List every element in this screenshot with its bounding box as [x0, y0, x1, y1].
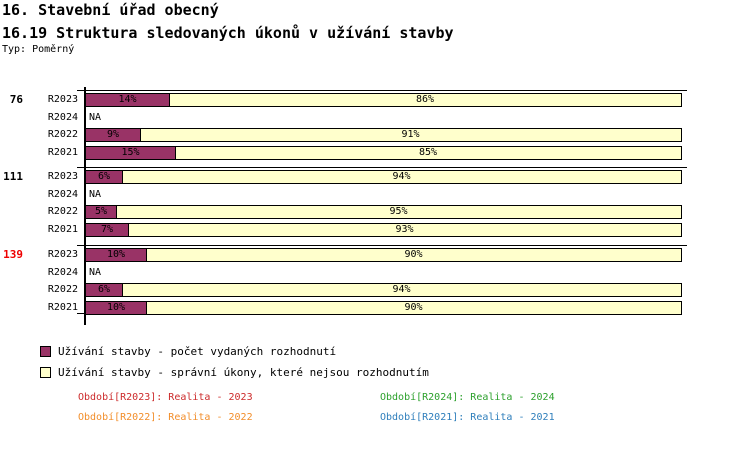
bar-segment-rozhodnuti [85, 248, 147, 262]
chart-type-label: Typ: Poměrný [2, 44, 75, 55]
bar-segment-rozhodnuti [85, 170, 123, 184]
row-period-label: R2024 [47, 267, 78, 278]
axis-bottom-tick [77, 313, 85, 314]
legend-label: Užívání stavby - správní úkony, které ne… [58, 366, 429, 379]
legend-item-ukony: Užívání stavby - správní úkony, které ne… [40, 366, 429, 379]
bar-value-ukony: 93% [395, 224, 414, 235]
na-value-label: NA [89, 112, 102, 123]
bar-value-ukony: 90% [404, 249, 423, 260]
bar-value-rozhodnuti: 14% [118, 94, 137, 105]
bar-segment-rozhodnuti [85, 128, 141, 142]
bar-value-rozhodnuti: 10% [106, 302, 126, 313]
bar-value-rozhodnuti: 7% [100, 224, 114, 235]
group-panel-line [77, 90, 687, 91]
bar-segment-rozhodnuti [85, 205, 117, 219]
bar-value-rozhodnuti: 15% [121, 147, 140, 158]
row-period-label: R2022 [47, 284, 78, 295]
bar-value-rozhodnuti: 6% [97, 284, 111, 295]
bar-segment-rozhodnuti [85, 146, 176, 160]
row-period-label: R2024 [47, 112, 78, 123]
group-total-label: 139 [3, 248, 23, 261]
bar-segment-rozhodnuti [85, 93, 170, 107]
group-total-label: 76 [9, 93, 23, 106]
bar-value-ukony: 86% [415, 94, 435, 105]
row-period-label: R2022 [47, 129, 78, 140]
row-period-label: R2022 [47, 206, 78, 217]
bar-value-ukony: 94% [392, 171, 411, 182]
group-panel-line [77, 245, 687, 246]
row-period-label: R2021 [47, 302, 78, 313]
bar-value-ukony: 90% [404, 302, 423, 313]
bar-segment-rozhodnuti [85, 223, 129, 237]
bar-value-rozhodnuti: 5% [94, 206, 108, 217]
period-note-r2022: Období[R2022]: Realita - 2022 [78, 412, 253, 423]
row-period-label: R2021 [47, 147, 78, 158]
legend-label: Užívání stavby - počet vydaných rozhodnu… [58, 345, 337, 358]
bar-value-ukony: 91% [401, 129, 420, 140]
bar-value-ukony: 94% [392, 284, 411, 295]
row-period-label: R2023 [47, 94, 78, 105]
bar-segment-rozhodnuti [85, 301, 147, 315]
legend-swatch-rozhodnuti-icon [40, 346, 51, 357]
bar-value-rozhodnuti: 9% [106, 129, 120, 140]
row-period-label: R2023 [47, 249, 78, 260]
chart-legend: Užívání stavby - počet vydaných rozhodnu… [40, 345, 429, 388]
row-period-label: R2024 [47, 189, 78, 200]
bar-value-ukony: 95% [389, 206, 408, 217]
period-note-r2023: Období[R2023]: Realita - 2023 [78, 392, 253, 403]
row-period-label: R2023 [47, 171, 78, 182]
bar-value-rozhodnuti: 6% [97, 171, 111, 182]
period-note-r2021: Období[R2021]: Realita - 2021 [380, 412, 555, 423]
bar-value-ukony: 85% [418, 147, 438, 158]
group-total-label: 111 [3, 170, 23, 183]
bar-segment-rozhodnuti [85, 283, 123, 297]
chart-title: 16.19 Struktura sledovaných úkonů v užív… [2, 24, 454, 42]
legend-swatch-ukony-icon [40, 367, 51, 378]
report-title: 16. Stavební úřad obecný [2, 1, 219, 19]
legend-item-rozhodnuti: Užívání stavby - počet vydaných rozhodnu… [40, 345, 429, 358]
bar-value-rozhodnuti: 10% [106, 249, 126, 260]
na-value-label: NA [89, 267, 102, 278]
row-period-label: R2021 [47, 224, 78, 235]
na-value-label: NA [89, 189, 102, 200]
period-note-r2024: Období[R2024]: Realita - 2024 [380, 392, 555, 403]
group-panel-line [77, 167, 687, 168]
